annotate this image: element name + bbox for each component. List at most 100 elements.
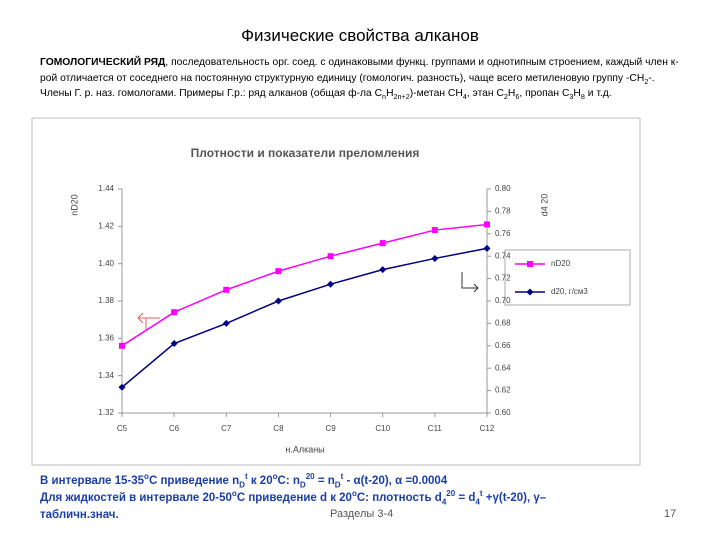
legend-label: d20, г/см3 — [551, 287, 588, 296]
point — [379, 266, 387, 274]
y-tick-label: 1.32 — [98, 408, 114, 417]
point — [431, 254, 439, 262]
paragraph: ГОМОЛОГИЧЕСКИЙ РЯД, последовательность о… — [40, 55, 680, 102]
point — [483, 244, 491, 252]
y2-tick-label: 0.76 — [495, 229, 511, 238]
x-axis-title: н.Алканы — [285, 444, 324, 454]
slide-title: Физические свойства алканов — [241, 26, 479, 45]
text-run: 4 — [441, 497, 447, 507]
text-run: o — [231, 489, 237, 499]
note-line: табличн.знач. — [40, 507, 680, 524]
text-run: o — [144, 472, 149, 482]
point — [327, 253, 334, 260]
y-tick-label: 1.40 — [98, 259, 114, 268]
text-run: o — [272, 472, 278, 482]
text-run: H — [573, 88, 581, 99]
y2-tick-label: 0.62 — [495, 386, 511, 395]
y-tick-label: 1.38 — [98, 296, 114, 305]
point — [171, 309, 178, 316]
text-run: = d — [455, 492, 476, 504]
point — [484, 221, 490, 228]
text-run: С приведение n — [148, 475, 240, 487]
text-run: t — [479, 489, 483, 499]
legend-marker — [527, 261, 533, 267]
point — [170, 340, 178, 348]
text-run: 20 — [305, 472, 315, 482]
series-line — [121, 247, 488, 388]
annotation-arrow — [137, 312, 160, 330]
series-line — [121, 223, 488, 347]
y2-tick-label: 0.66 — [495, 341, 511, 350]
text-run: H — [386, 88, 394, 99]
text-run: 20 — [446, 489, 456, 499]
text-run: D — [299, 480, 306, 490]
point — [275, 268, 282, 275]
text-run: +γ(t-20), γ– — [482, 492, 547, 504]
text-run: и т.д. — [584, 88, 612, 99]
legend-label: nD20 — [551, 259, 571, 268]
note-line: В интервале 15-35oС приведение nDt к 20o… — [40, 473, 680, 490]
footer: Разделы 3-4 — [330, 508, 394, 520]
x-tick-label: C11 — [428, 424, 443, 433]
point — [223, 286, 230, 293]
text-run: С: плотность d — [356, 492, 442, 504]
y2-tick-label: 0.68 — [495, 319, 511, 328]
point — [118, 383, 126, 391]
legend — [504, 249, 631, 306]
text-run: В интервале 15-35 — [40, 475, 145, 487]
text-run: t — [340, 472, 344, 482]
y2-tick-label: 0.60 — [495, 408, 511, 417]
x-tick-label: C12 — [480, 424, 495, 433]
x-tick-label: C7 — [221, 424, 232, 433]
text-run: С: n — [277, 475, 300, 487]
x-tick-label: C10 — [375, 424, 390, 433]
y-axis-title: nD20 — [69, 194, 79, 216]
text-run: 6 — [515, 92, 520, 102]
point — [274, 297, 282, 305]
text-run: 2 — [503, 92, 508, 102]
notes: В интервале 15-35oС приведение nDt к 20o… — [40, 473, 680, 524]
note-line: Для жидкостей в интервале 20-50oС привед… — [40, 490, 680, 507]
y2-tick-label: 0.74 — [495, 251, 511, 260]
point — [379, 240, 386, 247]
y2-tick-label: 0.72 — [495, 274, 511, 283]
text-run: С приведение d к 20 — [236, 492, 352, 504]
text-run: , этан C — [466, 88, 504, 99]
page-number: 17 — [664, 508, 677, 520]
text-run: D — [334, 480, 341, 490]
point — [119, 342, 125, 349]
chart-title: Плотности и показатели преломления — [191, 146, 420, 160]
y2-tick-label: 0.80 — [495, 184, 511, 193]
text-run: ГОМОЛОГИЧЕСКИЙ РЯД — [40, 57, 166, 68]
text-run: H — [507, 88, 516, 99]
text-run: n — [382, 92, 387, 102]
x-tick-label: C5 — [117, 424, 128, 433]
annotation-arrow — [461, 272, 479, 293]
text-run: табличн.знач. — [40, 509, 119, 521]
text-run: -. Члены Г. р. наз. гомологами. Примеры … — [40, 72, 655, 100]
y-tick-label: 1.44 — [98, 184, 114, 193]
x-tick-label: C6 — [169, 424, 180, 433]
y-tick-label: 1.42 — [98, 221, 114, 230]
x-tick-label: C9 — [325, 424, 336, 433]
text-run: 4 — [462, 92, 467, 102]
text-run: - α(t-20), α =0.0004 — [343, 475, 448, 487]
text-run: Для жидкостей в интервале 20-50 — [40, 492, 232, 504]
point — [431, 227, 438, 234]
text-run: , пропан C — [519, 88, 570, 99]
point — [327, 280, 335, 288]
y2-tick-label: 0.64 — [495, 363, 511, 372]
x-tick-label: C8 — [273, 424, 284, 433]
text-run: , последовательность орг. соед. с одинак… — [40, 57, 679, 84]
y2-tick-label: 0.70 — [495, 296, 511, 305]
text-run: к 20 — [247, 475, 273, 487]
legend-marker — [526, 288, 534, 296]
text-run: D — [239, 480, 245, 490]
y-tick-label: 1.36 — [98, 333, 114, 342]
y2-tick-label: 0.78 — [495, 207, 511, 216]
text-run: 4 — [475, 497, 480, 507]
point — [222, 319, 230, 327]
y-tick-label: 1.34 — [98, 371, 114, 380]
